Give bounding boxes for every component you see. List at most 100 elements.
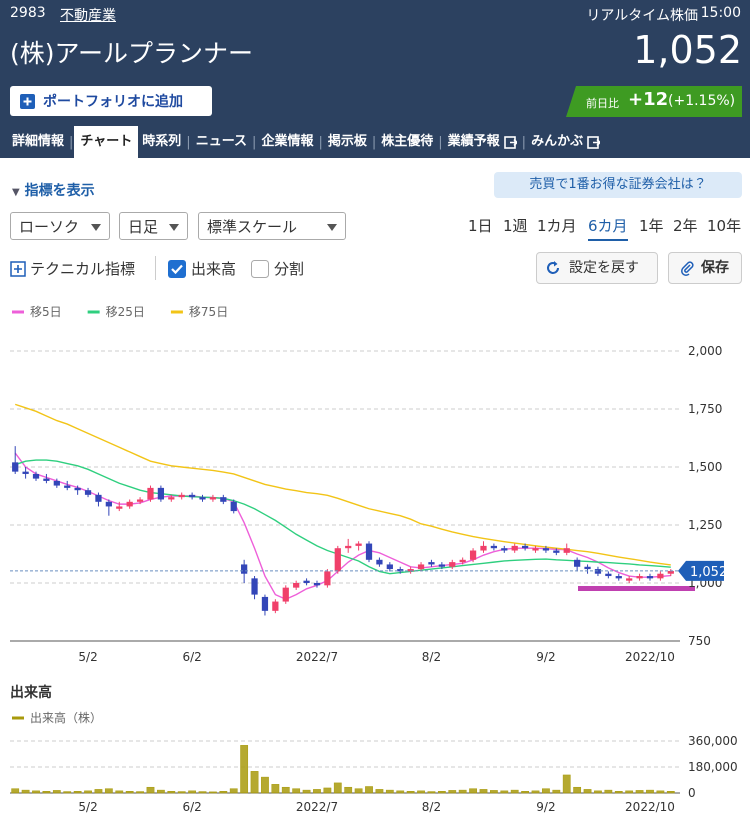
candle-body <box>43 478 50 481</box>
candle-body <box>501 548 508 551</box>
volume-bar <box>365 786 373 794</box>
volume-bar <box>500 790 509 794</box>
portfolio-button-label: ポートフォリオに追加 <box>43 94 183 110</box>
volume-bar <box>542 788 550 794</box>
volume-bar <box>188 790 197 794</box>
volume-bar <box>302 789 311 794</box>
chart-style-select[interactable]: ローソク <box>10 212 110 240</box>
candle-body <box>53 480 60 486</box>
candle-body <box>407 569 414 572</box>
tab[interactable]: 業績予報 <box>444 126 521 158</box>
candle-body <box>584 566 591 570</box>
candle-body <box>615 576 622 579</box>
candle-body <box>532 548 539 551</box>
volume-bar <box>63 791 72 794</box>
tab[interactable]: みんかぶ <box>527 126 604 158</box>
candle-body <box>365 543 373 560</box>
realtime-label: リアルタイム株価 <box>586 8 698 24</box>
volume-bar <box>281 786 290 794</box>
volume-heading: 出来高 <box>10 685 52 701</box>
candle-body <box>105 501 112 507</box>
volume-bar <box>261 776 269 794</box>
tab[interactable]: ニュース <box>195 134 248 149</box>
candle-body <box>667 570 674 574</box>
banner[interactable]: 売買で1番お得な証券会社は？ <box>494 172 742 198</box>
candle-body <box>417 564 425 570</box>
volume-bar <box>198 791 207 794</box>
volume-bar <box>354 788 363 794</box>
candle-body <box>397 569 404 572</box>
volume-bar <box>73 791 82 794</box>
candle-body <box>32 473 40 479</box>
volume-bar <box>271 784 280 794</box>
volume-bar <box>521 791 530 794</box>
candle-body <box>469 550 477 560</box>
candle-body <box>345 545 352 549</box>
period-link[interactable]: 1カ月 <box>537 217 577 235</box>
sector-link[interactable]: 不動産業 <box>60 8 116 24</box>
tab[interactable]: 時系列 <box>142 134 182 149</box>
interval-select[interactable]: 日足 <box>119 212 188 240</box>
period-link-active[interactable]: 6カ月 <box>588 215 628 241</box>
highlight-bar <box>578 586 695 591</box>
candle-body <box>313 583 321 586</box>
y-tick-label: 360,000 <box>688 734 738 748</box>
x-tick-label: 2022/7 <box>296 650 338 664</box>
volume-bar <box>594 790 602 794</box>
candle-body <box>293 583 300 588</box>
external-icon <box>587 135 601 149</box>
period-link[interactable]: 10年 <box>707 217 742 235</box>
volume-bar <box>250 771 259 794</box>
scale-select[interactable]: 標準スケール <box>198 212 346 240</box>
tab[interactable]: 掲示板 <box>327 134 367 149</box>
price: 1,052 <box>633 28 742 72</box>
candle-body <box>168 497 175 500</box>
volume-bar <box>489 790 498 794</box>
portfolio-button[interactable]: ポートフォリオに追加 <box>10 86 212 116</box>
period-link[interactable]: 1週 <box>503 217 528 235</box>
tab[interactable]: 詳細情報 <box>12 134 65 149</box>
volume-bar <box>84 790 92 794</box>
volume-bar <box>604 789 613 794</box>
x-tick-label: 2022/7 <box>296 800 338 814</box>
volume-bar <box>209 791 217 794</box>
volume-bar <box>396 790 405 794</box>
volume-bar <box>240 745 249 794</box>
candle-body <box>178 494 185 498</box>
candle-body <box>95 494 102 502</box>
volume-checkbox[interactable]: 出来高 <box>168 258 236 279</box>
volume-bar <box>32 790 40 794</box>
candle-body <box>490 545 498 549</box>
volume-bar <box>437 791 446 794</box>
legend-label: 移5日 <box>30 305 62 319</box>
candle-body <box>136 499 144 502</box>
split-checkbox[interactable]: 分割 <box>251 258 304 279</box>
tab-active[interactable]: チャート <box>74 126 139 158</box>
candle-body <box>428 562 435 565</box>
period-link[interactable]: 2年 <box>673 217 698 235</box>
period-link[interactable]: 1日 <box>468 217 493 235</box>
current-price-label: 1,052 <box>690 565 727 580</box>
checkbox-checked <box>168 259 186 278</box>
volume-bar <box>146 786 155 794</box>
x-tick-label: 2022/10 <box>625 650 675 664</box>
candle-body <box>334 548 341 572</box>
ma-line <box>14 452 671 601</box>
tab[interactable]: 企業情報 <box>261 134 314 149</box>
tab[interactable]: 株主優待 <box>381 134 434 149</box>
candle-body <box>230 501 237 512</box>
show-indicators[interactable]: ▼ 指標を表示 <box>12 183 95 199</box>
save-button[interactable]: 保存 <box>668 252 742 284</box>
reset-button[interactable]: 設定を戻す <box>536 252 658 284</box>
technical-toggle[interactable]: テクニカル指標 <box>10 258 135 279</box>
candle-body <box>511 545 518 551</box>
x-tick-label: 8/2 <box>422 800 441 814</box>
period-link[interactable]: 1年 <box>639 217 664 235</box>
y-tick-label: 1,750 <box>688 402 722 416</box>
candle-body <box>542 548 550 551</box>
candle-body <box>605 573 612 577</box>
x-tick-label: 5/2 <box>78 650 97 664</box>
x-tick-label: 8/2 <box>422 650 441 664</box>
x-tick-label: 6/2 <box>182 650 201 664</box>
